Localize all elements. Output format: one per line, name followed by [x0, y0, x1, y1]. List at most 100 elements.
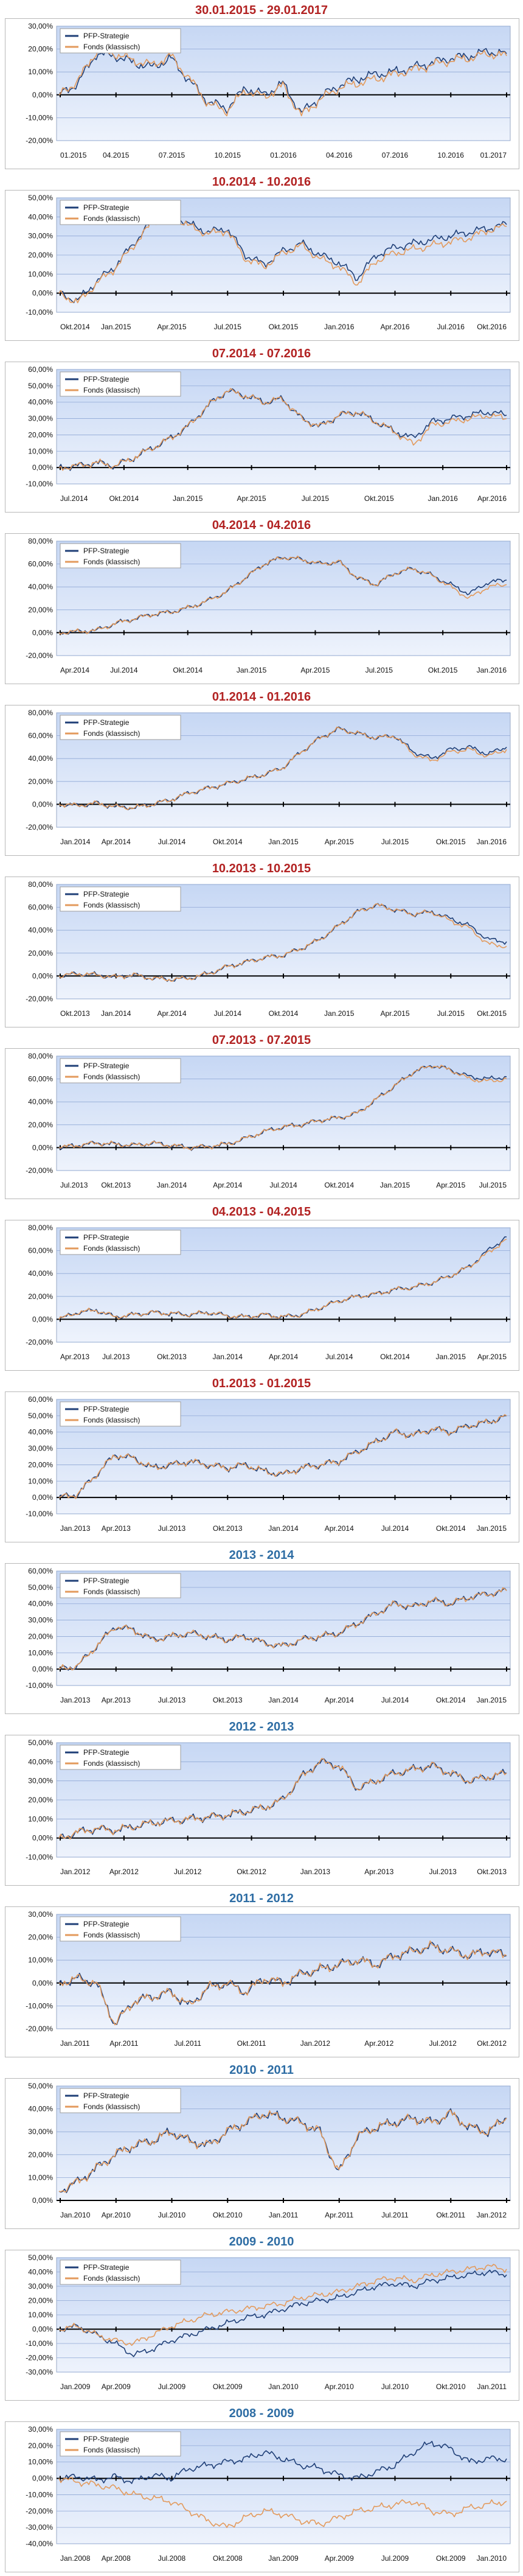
y-tick-label: -10,00% [26, 113, 53, 122]
y-tick-label: 10,00% [28, 2458, 53, 2466]
legend-box [60, 715, 181, 740]
y-tick-label: 0,00% [32, 2325, 53, 2334]
x-tick-label: Jul.2010 [381, 2382, 409, 2391]
y-tick-label: 20,00% [28, 2297, 53, 2305]
line-chart: 50,00% 40,00% 30,00% 20,00% 10,00% 0,00% Jan.2… [28, 2082, 511, 2219]
x-tick-label: Okt.2012 [237, 1867, 266, 1876]
x-tick-label: Jul.2016 [437, 323, 465, 331]
x-tick-label: Apr.2011 [325, 2211, 353, 2219]
x-tick-label: Apr.2013 [102, 1696, 131, 1704]
x-tick-label: Okt.2013 [157, 1353, 187, 1361]
y-tick-label: 60,00% [28, 1567, 53, 1575]
legend-label: PFP-Strategie [83, 1748, 130, 1757]
chart-title: 30.01.2015 - 29.01.2017 [195, 4, 328, 17]
x-tick-label: Jul.2009 [158, 2382, 186, 2391]
legend-box [60, 1916, 181, 1942]
legend-label: PFP-Strategie [83, 1233, 130, 1242]
y-tick-label: 0,00% [32, 1665, 53, 1673]
x-tick-label: Jan.2015 [268, 838, 299, 846]
chart-title: 01.2014 - 01.2016 [212, 690, 311, 704]
x-tick-label: 10.2015 [215, 151, 241, 159]
x-tick-label: Apr.2014 [213, 1181, 242, 1189]
y-tick-label: 60,00% [28, 1075, 53, 1083]
y-tick-label: 50,00% [28, 1738, 53, 1747]
line-chart: 50,00% 40,00% 30,00% 20,00% 10,00% 0,00% -10,0… [26, 1738, 511, 1876]
chart-panel: 04.2013 - 04.2015 80,00% 60,00% 40,00% 20,00… [0, 1202, 523, 1373]
x-tick-label: Jan.2010 [268, 2382, 299, 2391]
x-tick-label: Jan.2014 [157, 1181, 187, 1189]
y-tick-label: 30,00% [28, 22, 53, 30]
y-tick-label: 30,00% [28, 232, 53, 240]
y-tick-label: 30,00% [28, 1777, 53, 1785]
series-line-fonds [58, 388, 507, 471]
x-tick-label: 04.2016 [326, 151, 353, 159]
chart-frame: 30,00% 20,00% 10,00% 0,00% -10,00% -20,00% -30… [5, 2421, 519, 2572]
legend-box [60, 2431, 181, 2457]
y-tick-label: 40,00% [28, 583, 53, 591]
y-tick-label: -30,00% [26, 2523, 53, 2532]
x-tick-label: Okt.2013 [101, 1181, 131, 1189]
x-tick-label: Apr.2016 [477, 494, 507, 503]
x-tick-label: Apr.2013 [364, 1867, 393, 1876]
line-chart: 80,00% 60,00% 40,00% 20,00% 0,00% -20,00% Okt.… [26, 880, 511, 1018]
x-tick-label: Jan.2016 [324, 323, 355, 331]
y-tick-label: 0,00% [32, 91, 53, 99]
x-tick-label: Jul.2014 [214, 1009, 242, 1018]
x-tick-label: 07.2016 [382, 151, 409, 159]
y-tick-label: 30,00% [28, 2425, 53, 2434]
y-tick-label: 40,00% [28, 398, 53, 407]
y-tick-label: 20,00% [28, 777, 53, 786]
x-tick-label: Okt.2015 [269, 323, 299, 331]
x-tick-label: Okt.2013 [213, 1696, 243, 1704]
y-tick-label: 50,00% [28, 2082, 53, 2090]
y-tick-label: 40,00% [28, 1757, 53, 1766]
x-tick-label: Okt.2016 [477, 323, 507, 331]
chart-frame: 80,00% 60,00% 40,00% 20,00% 0,00% -20,00% Jan.… [5, 705, 519, 856]
y-tick-label: 40,00% [28, 2268, 53, 2277]
y-tick-label: 10,00% [28, 2173, 53, 2182]
x-tick-label: Apr.2015 [380, 1009, 409, 1018]
x-tick-label: Jul.2012 [429, 2039, 457, 2048]
line-chart: 30,00% 20,00% 10,00% 0,00% -10,00% -20,00% -30… [26, 2425, 511, 2563]
legend-label: Fonds (klassisch) [83, 2274, 140, 2283]
x-tick-label: Okt.2009 [436, 2554, 466, 2563]
y-tick-label: 40,00% [28, 754, 53, 763]
y-tick-label: 20,00% [28, 251, 53, 259]
y-tick-label: 20,00% [28, 1933, 53, 1942]
x-tick-label: 01.2017 [480, 151, 507, 159]
x-tick-label: Jul.2014 [269, 1181, 297, 1189]
y-tick-label: 0,00% [32, 1979, 53, 1987]
series-line-strategy [58, 210, 507, 304]
chart-title: 10.2014 - 10.2016 [212, 175, 311, 189]
x-tick-label: Jul.2011 [381, 2211, 409, 2219]
y-tick-label: -10,00% [26, 480, 53, 488]
series-line-fonds [58, 1239, 507, 1320]
y-tick-label: 40,00% [28, 1097, 53, 1106]
x-tick-label: Jul.2015 [437, 1009, 465, 1018]
legend-label: Fonds (klassisch) [83, 43, 140, 51]
x-tick-label: Jan.2010 [477, 2554, 507, 2563]
legend-box [60, 2088, 181, 2113]
y-tick-label: -10,00% [26, 2490, 53, 2499]
series-line-fonds [58, 555, 507, 635]
legend-label: Fonds (klassisch) [83, 1931, 140, 1939]
x-tick-label: Jan.2011 [269, 2211, 299, 2219]
legend-label: Fonds (klassisch) [83, 214, 140, 223]
y-tick-label: 30,00% [28, 415, 53, 423]
x-tick-label: Jul.2013 [102, 1353, 130, 1361]
x-tick-label: Jan.2016 [477, 666, 507, 674]
series-line-fonds [58, 2477, 507, 2529]
chart-title: 10.2013 - 10.2015 [212, 862, 311, 875]
x-tick-label: Jul.2014 [60, 494, 88, 503]
chart-frame: 60,00% 50,00% 40,00% 30,00% 20,00% 10,00% 0,00… [5, 362, 519, 513]
series-line-fonds [58, 2109, 507, 2193]
x-tick-label: Okt.2013 [60, 1009, 90, 1018]
y-tick-label: 80,00% [28, 880, 53, 889]
x-tick-label: Jul.2014 [158, 838, 186, 846]
series-line-fonds [58, 1414, 507, 1499]
y-tick-label: 10,00% [28, 1477, 53, 1485]
x-tick-label: Okt.2008 [213, 2554, 243, 2563]
y-tick-label: 60,00% [28, 903, 53, 912]
chart-title: 2009 - 2010 [229, 2235, 294, 2249]
series-line-strategy [58, 2269, 507, 2357]
